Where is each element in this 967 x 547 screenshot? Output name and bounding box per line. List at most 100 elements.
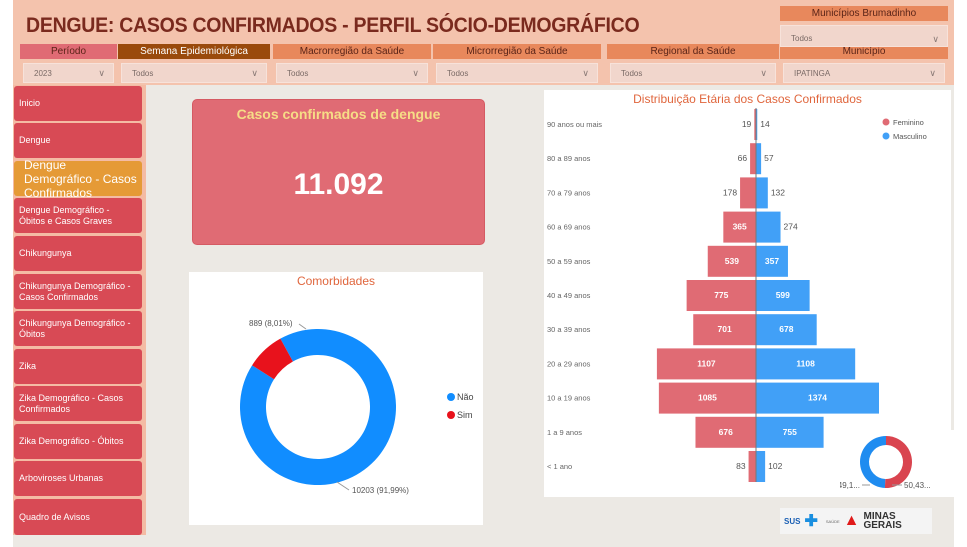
sidebar-item[interactable]: Arboviroses Urbanas xyxy=(14,461,142,496)
filter-dropdown[interactable]: Todos ∨ xyxy=(610,63,776,83)
filter-2[interactable]: Macrorregião da Saúde Todos ∨ xyxy=(273,44,431,83)
filter-value: Todos xyxy=(447,69,469,78)
sidebar-item-label: Inicio xyxy=(19,98,41,108)
donut-slice-masculino xyxy=(860,436,886,488)
sidebar-item[interactable]: Dengue xyxy=(14,123,142,158)
chevron-down-icon: ∨ xyxy=(98,68,105,78)
sidebar-item[interactable]: Dengue Demográfico - Casos Confirmados xyxy=(14,158,142,200)
sidebar-item[interactable]: Chikungunya Demográfico - Óbitos xyxy=(14,311,142,346)
filter-value: 2023 xyxy=(34,69,52,78)
sidebar-item-label: Arboviroses Urbanas xyxy=(19,473,104,483)
triangle-logo-icon: ▲ xyxy=(843,512,860,529)
bar-feminino xyxy=(695,416,756,448)
filter-municipios-brumadinho[interactable]: Municípios Brumadinho Todos ∨ xyxy=(780,6,948,47)
sidebar-item[interactable]: Zika xyxy=(14,349,142,384)
bar-feminino xyxy=(723,211,756,243)
bar-feminino xyxy=(748,451,756,482)
filter-label: Período xyxy=(20,44,117,59)
bar-masculino xyxy=(756,382,879,414)
legend-label: Feminino xyxy=(893,118,924,127)
category-label: 60 a 69 anos xyxy=(547,223,591,232)
filter-3[interactable]: Microrregião da Saúde Todos ∨ xyxy=(433,44,601,83)
value-label-masculino: 102 xyxy=(768,461,782,471)
donut-slice-feminino xyxy=(884,436,912,488)
category-label: < 1 ano xyxy=(547,462,572,471)
filter-dropdown[interactable]: 2023 ∨ xyxy=(23,63,114,83)
sidebar-item-label: Chikungunya xyxy=(19,248,72,258)
sidebar-item[interactable]: Zika Demográfico - Casos Confirmados xyxy=(14,386,142,421)
sus-cross-icon: ✚ xyxy=(804,513,818,530)
value-label-masculino: 14 xyxy=(760,119,770,129)
filter-value: Todos xyxy=(287,69,309,78)
sidebar-item-label: Dengue Demográfico - Casos Confirmados xyxy=(24,157,137,200)
chart-title: Distribuição Etária dos Casos Confirmado… xyxy=(633,92,862,106)
sidebar-item[interactable]: Dengue Demográfico - Óbitos e Casos Grav… xyxy=(14,198,142,233)
bar-feminino xyxy=(693,314,756,346)
bar-masculino xyxy=(756,416,824,448)
bar-feminino xyxy=(750,143,756,175)
chevron-down-icon: ∨ xyxy=(582,68,589,78)
bar-feminino xyxy=(754,109,756,140)
chevron-down-icon: ∨ xyxy=(760,68,767,78)
filter-dropdown[interactable]: Todos ∨ xyxy=(436,63,598,83)
sidebar-item[interactable]: Zika Demográfico - Óbitos xyxy=(14,424,142,459)
sidebar-item[interactable]: Quadro de Avisos xyxy=(14,499,142,535)
sidebar-item[interactable]: Chikungunya Demográfico - Casos Confirma… xyxy=(14,274,142,309)
legend-marker xyxy=(882,132,890,140)
filter-dropdown[interactable]: Todos ∨ xyxy=(780,25,948,47)
chart-title: Comorbidades xyxy=(296,274,376,288)
value-label-masculino: 357 xyxy=(765,256,779,266)
value-label-feminino: 83 xyxy=(736,461,746,471)
filter-4[interactable]: Regional da Saúde Todos ∨ xyxy=(607,44,779,83)
filter-label: Município xyxy=(780,44,948,59)
legend-label: Sim xyxy=(457,410,473,420)
bar-masculino xyxy=(756,280,810,311)
legend-label: Não xyxy=(457,392,474,402)
value-label-feminino: 539 xyxy=(725,256,739,266)
filter-dropdown[interactable]: IPATINGA ∨ xyxy=(783,63,945,83)
filter-dropdown[interactable]: Todos ∨ xyxy=(276,63,428,83)
value-label-feminino: 775 xyxy=(714,290,728,300)
value-label-masculino: 132 xyxy=(771,187,785,197)
value-label-feminino: 701 xyxy=(718,324,732,334)
kpi-card: Casos confirmados de dengue 11.092 xyxy=(192,99,485,245)
sidebar-item-label: Zika xyxy=(19,361,37,371)
age-pyramid-chart: Distribuição Etária dos Casos Confirmado… xyxy=(544,90,951,497)
filter-value: IPATINGA xyxy=(794,69,831,78)
minas-gerais-logo: SUS ✚ SAÚDE ▲ MINAS GERAIS xyxy=(780,508,932,534)
sidebar-item-label: Dengue xyxy=(19,135,51,145)
value-label-masculino: 274 xyxy=(784,222,798,232)
value-label-feminino: 365 xyxy=(733,222,747,232)
sidebar-item[interactable]: Inicio xyxy=(14,86,142,121)
leader-line xyxy=(298,323,307,330)
bar-feminino xyxy=(686,280,756,311)
filter-label: Municípios Brumadinho xyxy=(780,6,948,21)
legend-label: Masculino xyxy=(893,132,927,141)
legend-marker xyxy=(882,118,890,126)
filter-1[interactable]: Semana Epidemiológica Todos ∨ xyxy=(118,44,270,83)
value-label-feminino: 66 xyxy=(738,153,748,163)
sidebar-item-label: Dengue Demográfico - Óbitos e Casos Grav… xyxy=(19,204,113,226)
donut-slice-sim xyxy=(252,338,293,380)
legend-marker xyxy=(447,393,455,401)
kpi-title: Casos confirmados de dengue xyxy=(236,106,441,122)
leader-line xyxy=(336,481,350,491)
value-label-feminino: 1107 xyxy=(697,358,716,368)
value-label-masculino: 599 xyxy=(776,290,790,300)
bar-feminino xyxy=(707,245,756,277)
bar-masculino xyxy=(756,143,762,175)
bar-masculino xyxy=(756,314,817,346)
filter-label: Regional da Saúde xyxy=(607,44,779,59)
sidebar xyxy=(13,85,146,535)
sidebar-item[interactable]: Chikungunya xyxy=(14,236,142,271)
kpi-value: 11.092 xyxy=(293,168,384,201)
bar-feminino xyxy=(740,177,756,209)
bar-masculino xyxy=(756,451,766,482)
filter-5[interactable]: Município IPATINGA ∨ xyxy=(780,44,948,83)
bar-masculino xyxy=(756,109,758,140)
chevron-down-icon: ∨ xyxy=(412,68,419,78)
bar-feminino xyxy=(656,348,756,380)
data-label: 49,1... xyxy=(840,481,860,490)
filter-dropdown[interactable]: Todos ∨ xyxy=(121,63,267,83)
filter-0[interactable]: Período 2023 ∨ xyxy=(20,44,117,83)
